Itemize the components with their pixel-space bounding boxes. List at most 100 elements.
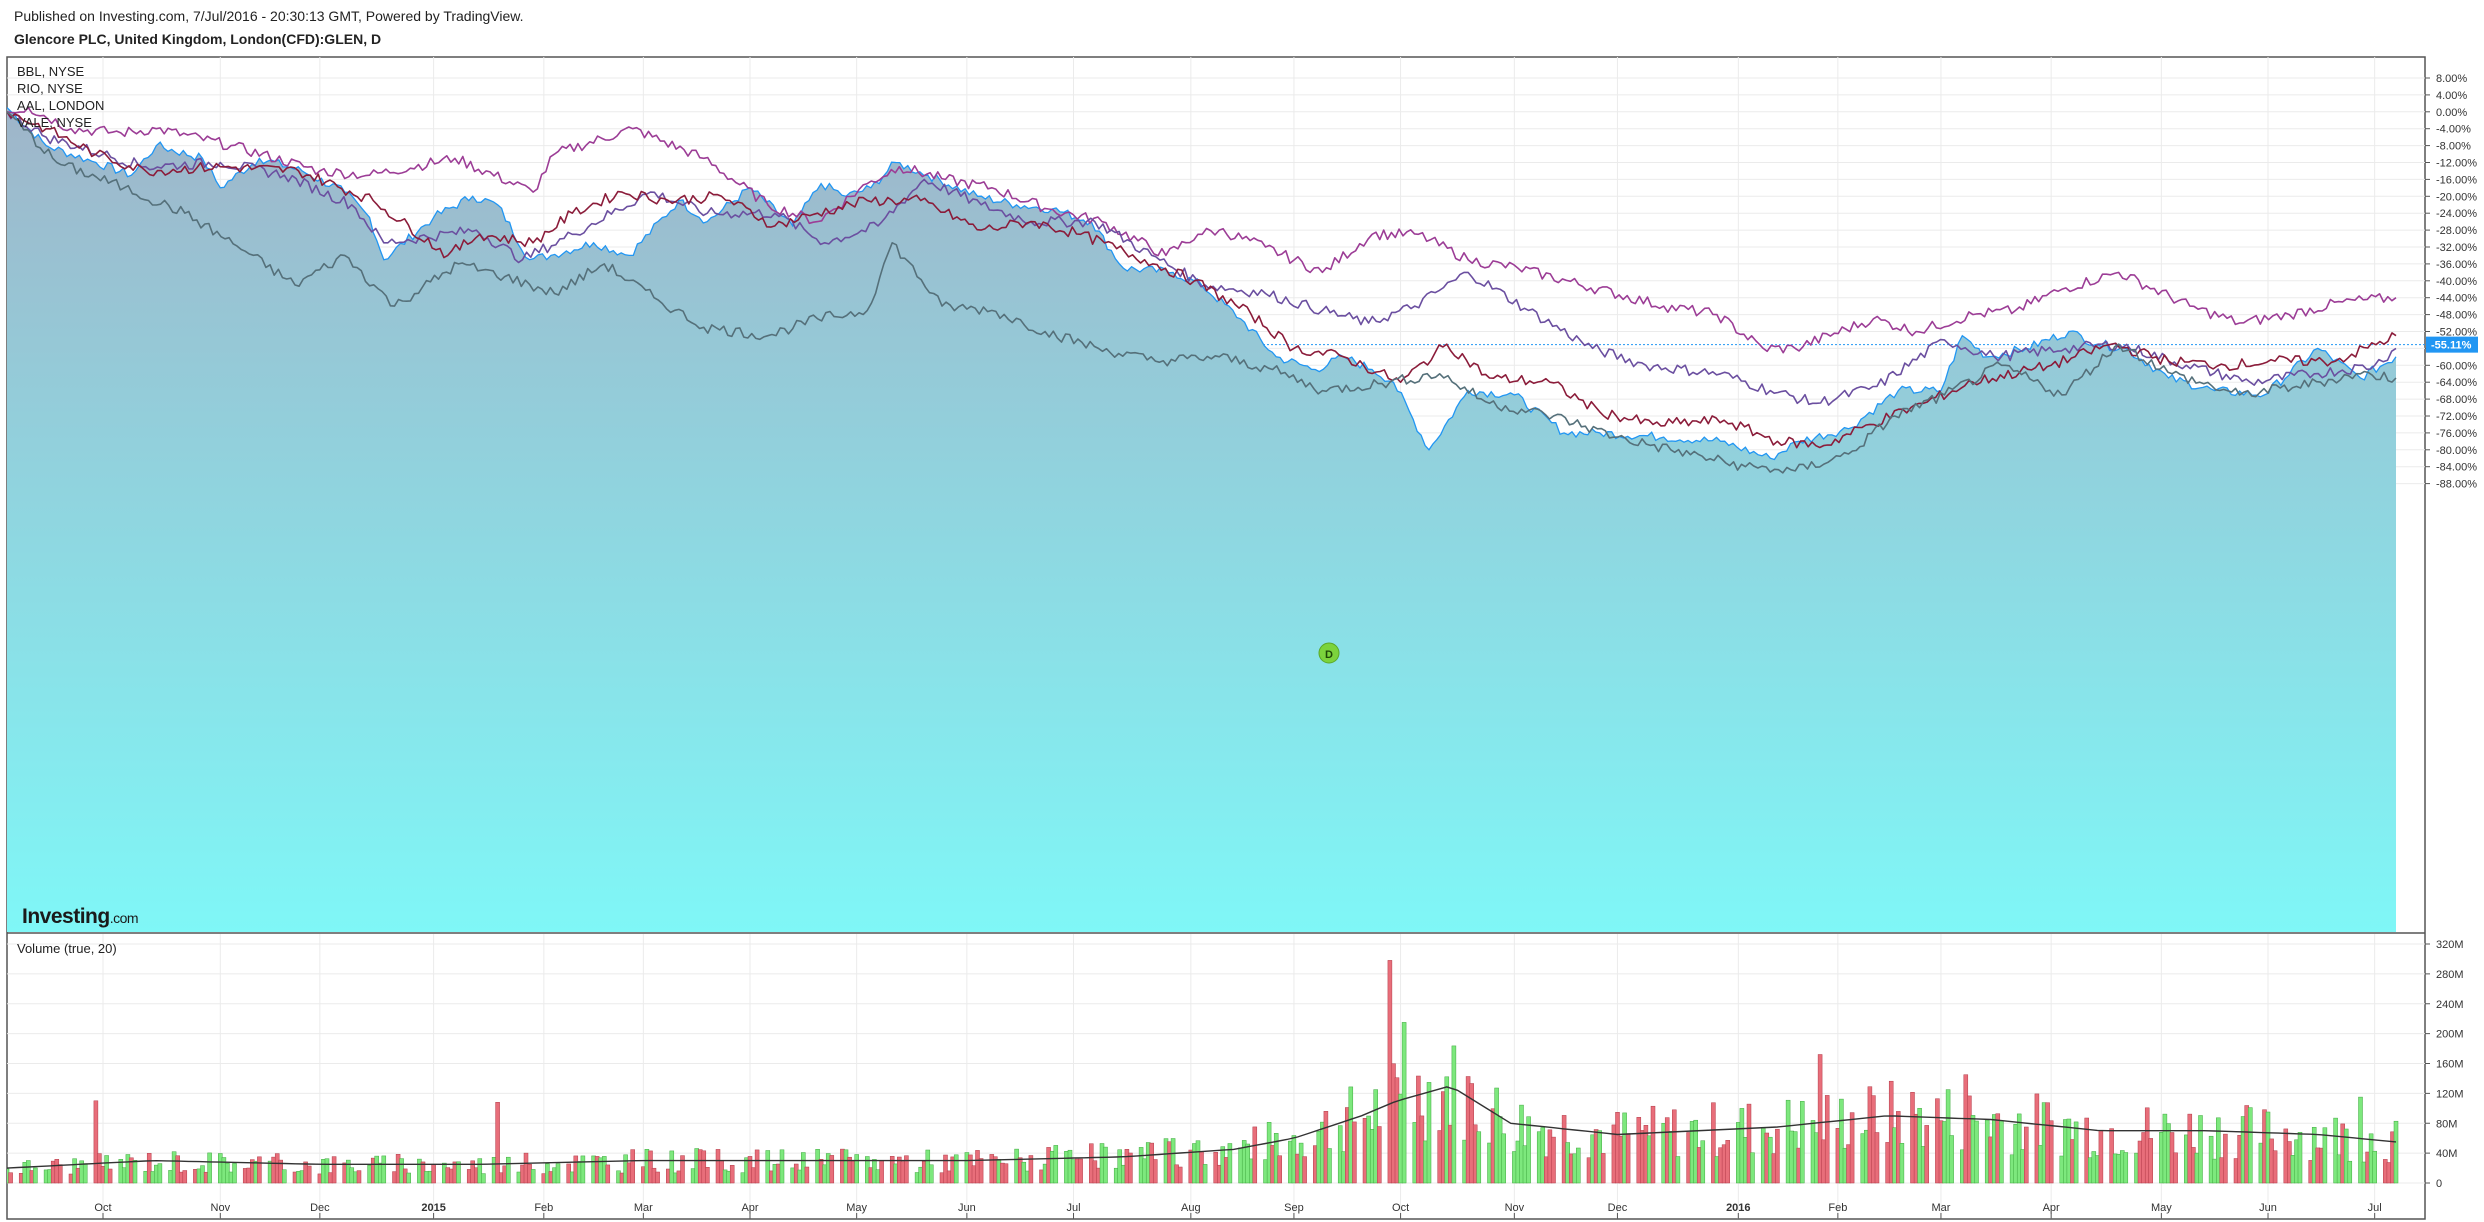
volume-bar xyxy=(157,1163,163,1184)
price-tick-label: -80.00% xyxy=(2436,445,2477,457)
time-tick-label: Jul xyxy=(2368,1202,2382,1214)
volume-bar xyxy=(2322,1127,2328,1184)
volume-bar xyxy=(1551,1136,1556,1184)
published-line: Published on Investing.com, 7/Jul/2016 -… xyxy=(14,8,524,24)
volume-bar xyxy=(1053,1145,1059,1184)
time-tick-label: Nov xyxy=(211,1202,231,1214)
rio-line xyxy=(7,111,2397,406)
volume-bar xyxy=(2084,1117,2089,1184)
volume-bar xyxy=(680,1155,685,1184)
dividend-marker[interactable]: D xyxy=(1318,642,1340,664)
volume-bar xyxy=(1700,1140,1706,1184)
volume-bar xyxy=(1103,1146,1108,1184)
volume-bar xyxy=(1277,1155,1282,1184)
volume-bar xyxy=(33,1167,38,1184)
volume-bar xyxy=(1426,1082,1432,1184)
volume-bar xyxy=(1650,1105,1656,1184)
volume-bar xyxy=(495,1102,500,1184)
volume-bar xyxy=(2372,1150,2377,1184)
price-tick-label: -88.00% xyxy=(2436,479,2477,491)
volume-bar xyxy=(481,1173,486,1184)
volume-bar xyxy=(1750,1152,1755,1184)
time-tick-label: 2015 xyxy=(421,1202,445,1214)
volume-bar xyxy=(2248,1107,2253,1184)
price-tick-label: -40.00% xyxy=(2436,276,2477,288)
volume-bar xyxy=(555,1163,561,1184)
price-tick-label: -72.00% xyxy=(2436,411,2477,423)
volume-bar xyxy=(1999,1120,2004,1184)
vale-line xyxy=(7,111,2397,474)
volume-bar xyxy=(182,1170,188,1184)
volume-bar xyxy=(2358,1096,2363,1184)
volume-bar xyxy=(1377,1126,1382,1184)
price-tick-label: 4.00% xyxy=(2436,90,2467,102)
volume-bar xyxy=(1540,1127,1546,1184)
volume-tick-label: 280M xyxy=(2436,969,2464,981)
volume-bar xyxy=(2393,1120,2399,1184)
volume-bar xyxy=(2216,1117,2221,1184)
time-tick-label: Oct xyxy=(94,1202,111,1214)
volume-bar xyxy=(1028,1155,1034,1184)
time-tick-label: Jun xyxy=(958,1202,976,1214)
time-tick-label: Dec xyxy=(1608,1202,1628,1214)
volume-bar xyxy=(1746,1103,1752,1184)
volume-bar xyxy=(630,1149,635,1184)
volume-bar xyxy=(82,1163,88,1184)
bbl-line xyxy=(7,106,2397,354)
volume-bar xyxy=(1302,1156,1307,1184)
volume-bar xyxy=(331,1156,337,1184)
volume-bar xyxy=(1775,1128,1780,1184)
volume-bar xyxy=(605,1164,611,1184)
volume-bar xyxy=(107,1168,113,1184)
volume-bar xyxy=(1924,1125,1929,1184)
volume-bar xyxy=(1227,1143,1233,1184)
volume-bar xyxy=(2272,1150,2278,1184)
volume-tick-label: 40M xyxy=(2436,1148,2457,1160)
volume-bar xyxy=(1519,1104,1524,1184)
volume-bar xyxy=(232,1163,237,1184)
volume-bar xyxy=(506,1156,511,1184)
volume-bar xyxy=(1327,1148,1332,1184)
volume-bar xyxy=(655,1171,660,1184)
time-tick-label: Sep xyxy=(1284,1202,1304,1214)
price-tick-label: -20.00% xyxy=(2436,191,2477,203)
time-tick-label: May xyxy=(846,1202,867,1214)
volume-tick-label: 0 xyxy=(2436,1178,2442,1190)
volume-bar xyxy=(580,1155,586,1184)
volume-bar xyxy=(701,1150,707,1184)
price-tick-label: -60.00% xyxy=(2436,360,2477,372)
volume-bar xyxy=(1401,1022,1407,1184)
price-tick-label: -32.00% xyxy=(2436,242,2477,254)
volume-bar xyxy=(1874,1132,1880,1184)
volume-bar xyxy=(1800,1101,1805,1184)
volume-bar xyxy=(2098,1130,2104,1184)
volume-bar xyxy=(1576,1147,1581,1184)
time-tick-label: Jul xyxy=(1066,1202,1080,1214)
volume-bar xyxy=(2024,1126,2029,1184)
volume-bar xyxy=(1252,1126,1258,1184)
time-tick-label: Mar xyxy=(634,1202,653,1214)
price-tick-label: -16.00% xyxy=(2436,174,2477,186)
price-tick-label: -76.00% xyxy=(2436,428,2477,440)
investing-logo: Investing.com xyxy=(22,905,139,928)
price-tick-label: -8.00% xyxy=(2436,141,2471,153)
volume-bar xyxy=(146,1153,152,1184)
volume-bar xyxy=(93,1100,99,1184)
volume-bar xyxy=(530,1169,536,1184)
volume-bar xyxy=(477,1158,483,1184)
price-tick-label: 8.00% xyxy=(2436,73,2467,85)
volume-bar xyxy=(2048,1120,2054,1184)
volume-bar xyxy=(306,1165,312,1184)
time-tick-label: Apr xyxy=(741,1202,758,1214)
volume-bar xyxy=(282,1169,287,1184)
volume-tick-label: 120M xyxy=(2436,1088,2464,1100)
volume-bar xyxy=(1170,1138,1176,1184)
volume-bar xyxy=(356,1170,362,1184)
volume-bar xyxy=(1501,1133,1506,1184)
volume-bar xyxy=(2333,1117,2338,1184)
volume-bar xyxy=(2347,1160,2353,1184)
volume-bar xyxy=(2016,1113,2022,1184)
volume-bar xyxy=(1917,1108,1922,1184)
volume-bar xyxy=(804,1166,810,1184)
